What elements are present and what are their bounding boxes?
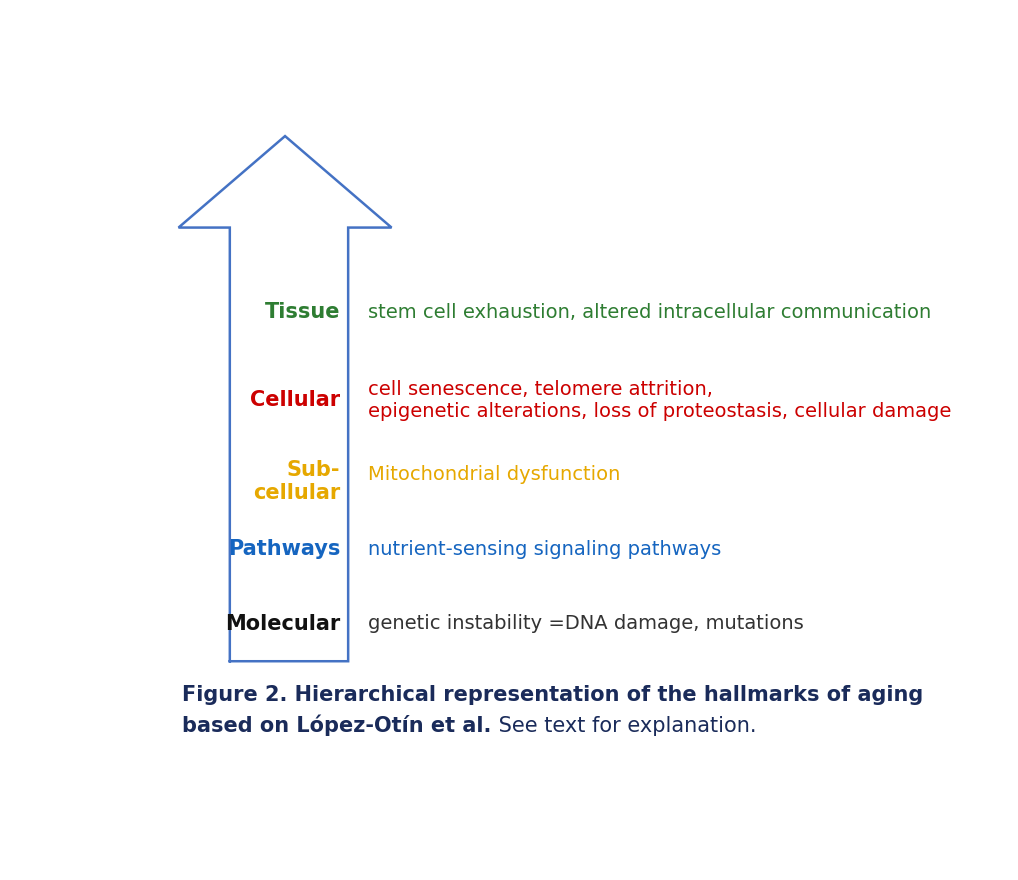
Text: Mitochondrial dysfunction: Mitochondrial dysfunction	[367, 466, 620, 484]
Text: See text for explanation.: See text for explanation.	[492, 715, 756, 736]
Text: nutrient-sensing signaling pathways: nutrient-sensing signaling pathways	[367, 540, 721, 559]
Text: Molecular: Molecular	[225, 614, 340, 634]
Text: Cellular: Cellular	[250, 391, 340, 410]
Text: based on López-Otín et al.: based on López-Otín et al.	[182, 715, 492, 736]
Text: Tissue: Tissue	[265, 302, 340, 322]
Text: Pathways: Pathways	[228, 539, 340, 560]
Text: stem cell exhaustion, altered intracellular communication: stem cell exhaustion, altered intracellu…	[367, 303, 931, 322]
Text: Sub-
cellular: Sub- cellular	[253, 460, 340, 503]
Text: cell senescence, telomere attrition,
epigenetic alterations, loss of proteostasi: cell senescence, telomere attrition, epi…	[367, 380, 951, 421]
Text: genetic instability =DNA damage, mutations: genetic instability =DNA damage, mutatio…	[367, 614, 803, 634]
Text: Figure 2. Hierarchical representation of the hallmarks of aging: Figure 2. Hierarchical representation of…	[182, 686, 923, 705]
